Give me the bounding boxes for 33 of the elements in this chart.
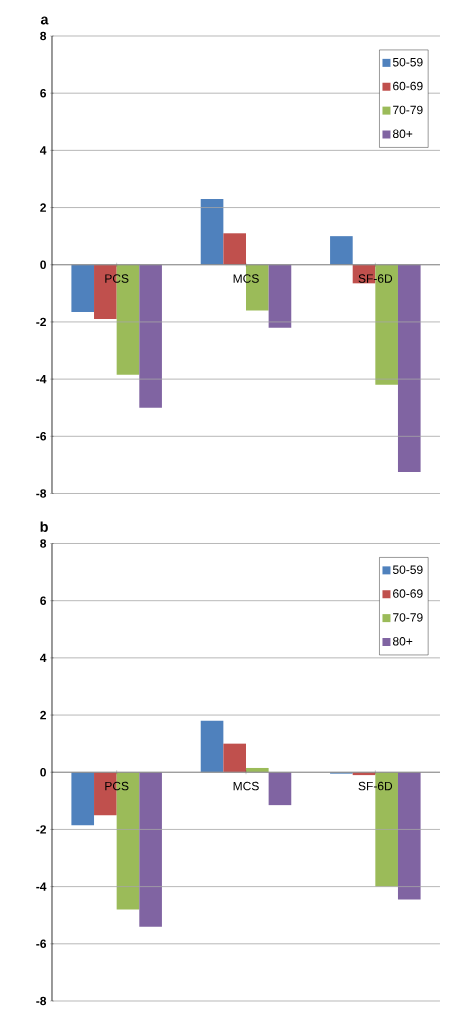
y-tick-label: -4 [36, 375, 47, 384]
legend-label: 60-69 [393, 589, 423, 598]
y-tick-label: 2 [40, 203, 46, 212]
legend-label: 50-59 [392, 57, 423, 67]
y-tick-label: -4 [36, 882, 47, 891]
y-tick-label: -6 [36, 939, 47, 949]
legend-label: 80+ [392, 129, 413, 139]
y-tick-label: 4 [39, 653, 47, 662]
y-tick-label: -2 [36, 825, 46, 834]
y-tick-label: -6 [36, 432, 47, 441]
legend-label: 50-59 [392, 565, 423, 574]
y-tick-label: 6 [40, 88, 47, 98]
chart-title: b [40, 521, 48, 532]
legend-label: 60-69 [393, 81, 423, 91]
y-tick-label: 0 [40, 260, 46, 269]
x-tick-label: MCS [233, 274, 259, 283]
y-tick-label: -2 [36, 317, 46, 327]
legend-label: 80+ [392, 637, 413, 646]
y-tick-label: 8 [40, 31, 47, 41]
y-tick-label: 2 [40, 710, 46, 720]
chart-title: a [40, 16, 49, 25]
y-tick-label: -8 [36, 489, 47, 498]
x-tick-label: PCS [105, 781, 129, 791]
x-tick-label: SF-6D [358, 781, 393, 791]
x-tick-label: MCS [233, 781, 259, 791]
y-tick-label: 0 [40, 768, 46, 777]
x-tick-label: PCS [105, 274, 129, 283]
y-tick-label: -8 [36, 996, 47, 1006]
legend-label: 70-79 [393, 105, 423, 115]
legend-label: 70-79 [393, 613, 423, 622]
y-tick-label: 6 [40, 596, 47, 605]
y-tick-label: 4 [39, 146, 47, 155]
y-tick-label: 8 [40, 539, 47, 548]
